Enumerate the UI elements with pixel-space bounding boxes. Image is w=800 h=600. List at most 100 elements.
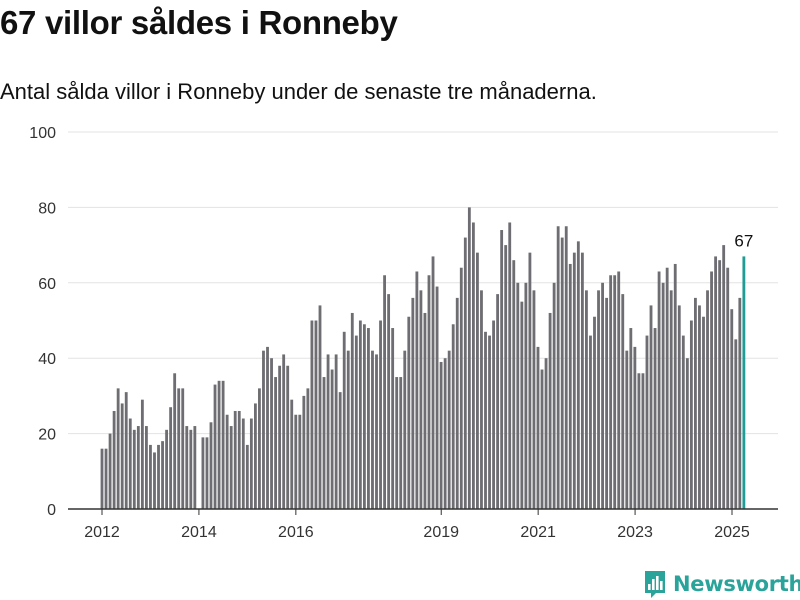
bar	[290, 399, 294, 509]
bar	[423, 312, 427, 509]
bar	[480, 290, 483, 509]
x-tick-label: 2023	[617, 524, 653, 541]
bar	[395, 377, 399, 509]
bar	[209, 422, 213, 509]
bar	[298, 414, 302, 509]
bar	[439, 361, 443, 509]
bar	[245, 444, 249, 509]
brand-logo[interactable]: Newsworthy	[643, 569, 800, 599]
bar	[633, 346, 637, 509]
bar	[205, 437, 209, 509]
bar	[617, 271, 621, 509]
bar	[193, 426, 197, 509]
bar	[403, 350, 407, 509]
bar	[338, 392, 342, 509]
bar	[375, 354, 378, 509]
y-tick-label: 0	[47, 502, 56, 519]
bar	[645, 335, 649, 509]
bar	[556, 226, 560, 509]
x-tick-label: 2021	[520, 524, 556, 541]
bar	[342, 331, 346, 509]
bar	[443, 358, 447, 509]
bar	[726, 267, 730, 509]
bar	[548, 312, 552, 509]
bar	[233, 410, 237, 509]
bar	[362, 324, 366, 509]
bar	[520, 301, 524, 509]
bar	[173, 373, 177, 509]
bar	[165, 429, 169, 509]
bar	[685, 358, 689, 509]
bar	[476, 252, 479, 509]
bar	[532, 290, 536, 509]
bar	[657, 271, 661, 509]
bar	[572, 252, 576, 509]
highlight-value-label: 67	[734, 231, 753, 250]
bar	[714, 256, 718, 509]
bar	[718, 260, 722, 509]
bar	[540, 369, 544, 509]
bar	[710, 271, 713, 509]
bar	[294, 414, 298, 509]
bar	[116, 388, 120, 509]
bar	[100, 448, 104, 509]
bar	[415, 271, 419, 509]
bar	[496, 294, 500, 509]
bar	[136, 426, 140, 509]
bar	[621, 294, 625, 509]
bar	[500, 230, 504, 509]
bar	[217, 380, 221, 509]
bar	[435, 286, 439, 509]
y-tick-label: 60	[38, 276, 56, 293]
bar	[471, 222, 475, 509]
bar	[274, 377, 277, 509]
bar	[201, 437, 205, 509]
bar	[237, 410, 241, 509]
bar	[609, 275, 613, 509]
x-tick-label: 2014	[181, 524, 217, 541]
bar	[689, 320, 693, 509]
bars	[100, 207, 746, 509]
bar	[391, 328, 395, 509]
axes: 0 20 40 60 80 100 67 2012 2014 2016 2019 2021 2023 20…	[29, 125, 778, 541]
bar	[613, 275, 617, 509]
bar	[492, 320, 495, 509]
y-tick-label: 100	[29, 125, 56, 142]
bar	[702, 316, 705, 509]
bar	[411, 297, 415, 509]
bar	[649, 305, 653, 509]
bar	[258, 388, 261, 509]
bar	[282, 354, 286, 509]
bar	[144, 426, 148, 509]
bar	[427, 275, 431, 509]
bar	[431, 256, 435, 509]
x-tick-label: 2012	[84, 524, 120, 541]
bar	[322, 377, 326, 509]
bar	[508, 222, 512, 509]
bar	[270, 358, 273, 509]
bar	[488, 335, 491, 509]
bar	[286, 365, 290, 509]
bar	[157, 444, 160, 509]
bar	[169, 407, 173, 509]
bar	[568, 263, 572, 509]
bar	[641, 373, 645, 509]
bar	[330, 369, 334, 509]
bar	[544, 358, 548, 509]
bar	[128, 418, 132, 509]
x-tick-label: 2016	[278, 524, 314, 541]
bar	[149, 444, 152, 509]
bar	[354, 335, 358, 509]
bar	[455, 297, 459, 509]
x-tick-label: 2025	[714, 524, 750, 541]
bar	[730, 309, 734, 509]
bar	[407, 316, 411, 509]
bar	[185, 426, 189, 509]
y-tick-label: 80	[38, 200, 56, 217]
bar	[318, 305, 322, 509]
bar	[580, 252, 584, 509]
bar	[334, 354, 338, 509]
bar	[516, 282, 520, 509]
bar	[637, 373, 641, 509]
bar	[576, 241, 580, 509]
